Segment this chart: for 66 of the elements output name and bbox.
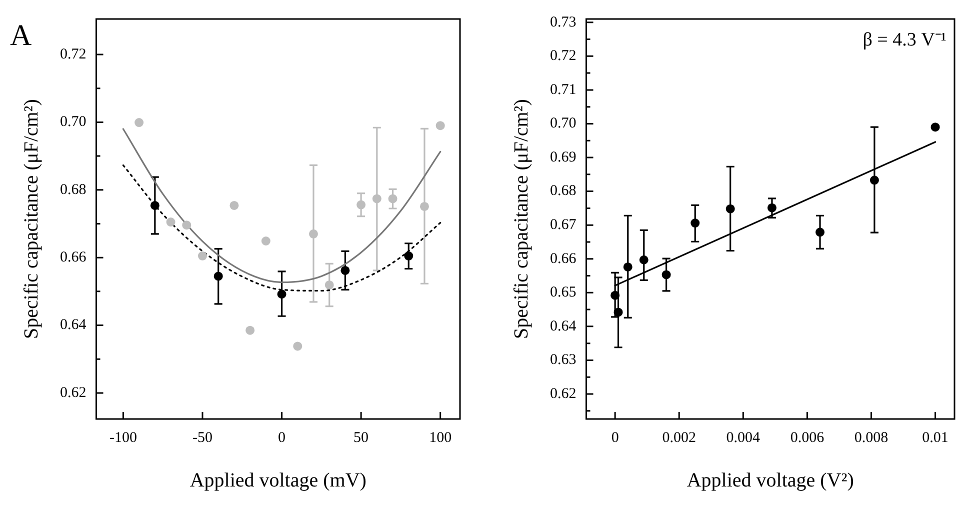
y-axis-title: Specific capacitance (μF/cm²) <box>510 99 532 339</box>
point <box>388 194 398 204</box>
point <box>726 204 735 214</box>
point <box>420 202 429 211</box>
y-tick-label: 0.67 <box>550 217 577 234</box>
point <box>214 272 223 281</box>
y-tick-label: 0.72 <box>550 48 576 64</box>
x-tick-label: 100 <box>429 430 452 446</box>
x-tick-label: -100 <box>109 430 137 446</box>
point <box>639 255 648 264</box>
y-tick-label: 0.62 <box>60 384 86 401</box>
x-axis-title: Applied voltage (V²) <box>686 469 854 492</box>
point <box>404 251 414 260</box>
y-tick-label: 0.68 <box>550 183 576 200</box>
x-tick-label: 50 <box>354 430 369 446</box>
point <box>134 118 144 128</box>
annotation: β = 4.3 V⁻¹ <box>862 29 947 50</box>
y-tick-label: 0.72 <box>60 46 86 62</box>
point <box>166 218 176 227</box>
x-tick-label: 0.01 <box>922 430 948 446</box>
point <box>436 121 445 130</box>
y-tick-label: 0.69 <box>550 149 576 166</box>
line-series <box>122 128 442 284</box>
x-axis-title: Applied voltage (mV) <box>190 469 366 492</box>
point <box>340 266 350 275</box>
x-tick-label: 0.004 <box>726 430 761 446</box>
y-tick-label: 0.63 <box>550 352 576 368</box>
point <box>293 342 302 351</box>
text: A <box>10 18 32 52</box>
point <box>324 280 334 290</box>
point <box>308 229 318 238</box>
point <box>610 290 620 300</box>
y-tick-label: 0.64 <box>60 317 87 334</box>
point <box>356 200 366 210</box>
y-tick-label: 0.71 <box>550 82 576 98</box>
y-tick-label: 0.68 <box>60 182 86 198</box>
x-tick-label: 0 <box>611 430 619 446</box>
y-tick-label: 0.65 <box>550 284 576 301</box>
point <box>623 262 632 272</box>
y-tick-label: 0.66 <box>550 250 577 267</box>
x-tick-label: 0 <box>278 430 286 446</box>
point <box>230 200 239 210</box>
point <box>767 203 776 212</box>
point <box>614 308 623 317</box>
point <box>182 220 192 230</box>
y-axis-title: Specific capacitance (μF/cm²) <box>20 99 42 339</box>
x-tick-label: -50 <box>192 430 212 446</box>
point <box>198 251 207 260</box>
point <box>930 122 940 132</box>
point <box>246 326 255 335</box>
y-tick-label: 0.64 <box>550 318 577 334</box>
point <box>870 176 879 185</box>
y-tick-label: 0.70 <box>550 116 576 132</box>
point <box>277 290 286 299</box>
y-tick-label: 0.73 <box>550 14 576 30</box>
point <box>372 194 382 204</box>
x-tick-label: 0.008 <box>854 430 888 446</box>
y-tick-label: 0.70 <box>60 114 86 130</box>
y-tick-label: 0.66 <box>60 250 87 266</box>
point <box>261 236 270 246</box>
point <box>816 228 825 237</box>
point <box>662 270 671 280</box>
x-tick-label: 0.006 <box>790 430 825 446</box>
point <box>690 218 700 228</box>
y-tick-label: 0.62 <box>550 386 576 402</box>
x-tick-label: 0.002 <box>662 430 696 446</box>
